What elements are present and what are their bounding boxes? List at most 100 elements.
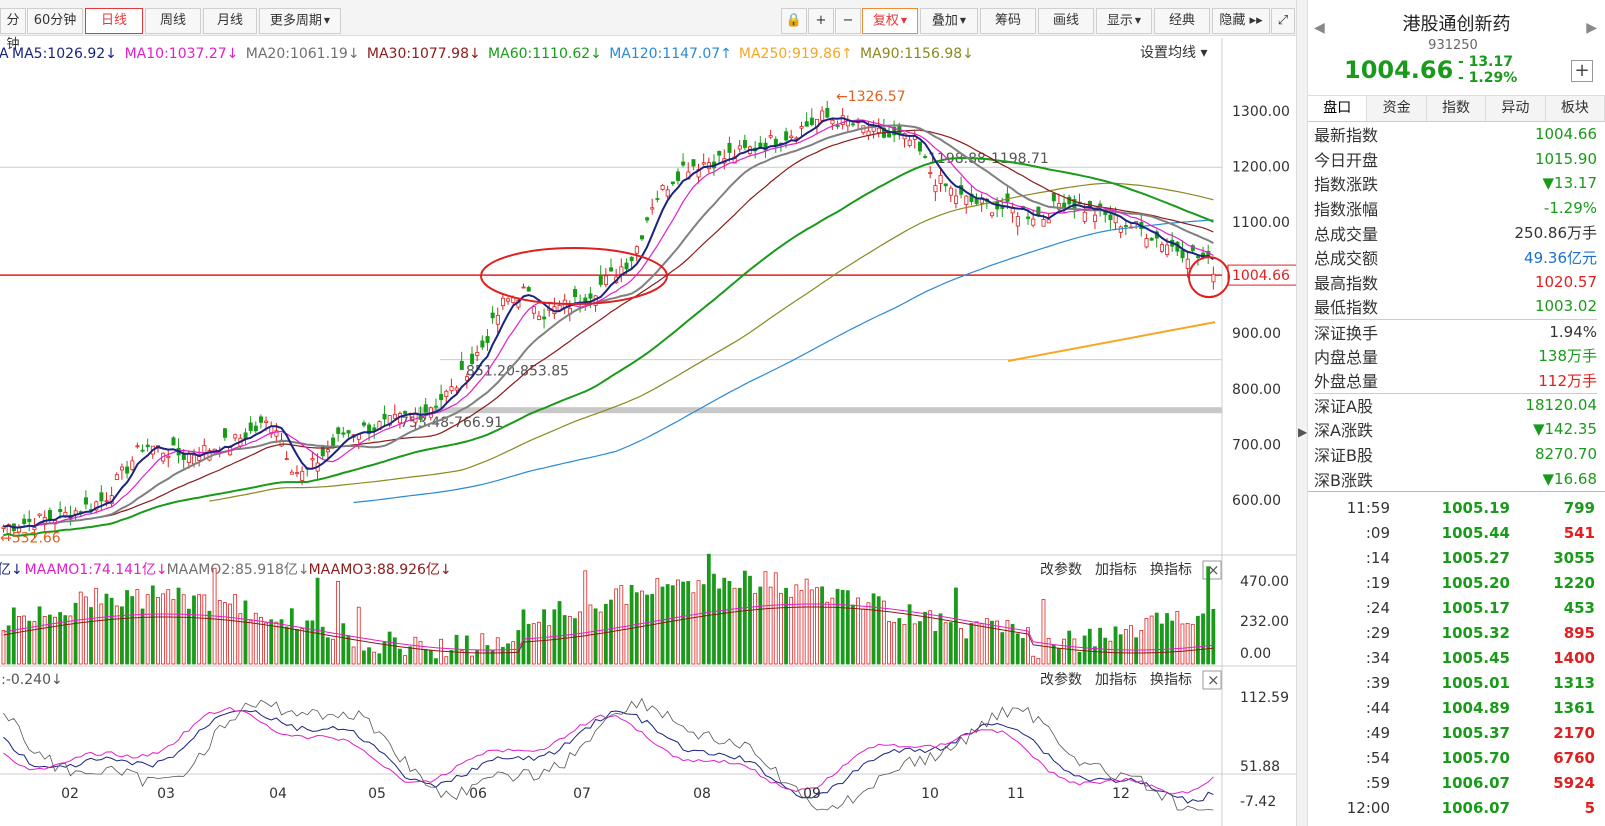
lock-icon[interactable]: 🔒	[781, 8, 807, 34]
tab-3[interactable]: 异动	[1486, 96, 1546, 121]
stat-label: 外盘总量	[1314, 372, 1379, 392]
volume-bar	[789, 596, 794, 665]
volume-bar	[289, 608, 294, 665]
indicator-action-button[interactable]: 加指标	[1095, 562, 1137, 578]
candle-body	[526, 287, 531, 292]
collapse-arrow-icon[interactable]: ▶	[1298, 425, 1308, 439]
candle-body	[325, 449, 330, 453]
candle-body	[1159, 244, 1164, 252]
volume-bar	[701, 584, 706, 665]
indicator-action-button[interactable]: 换指标	[1150, 561, 1192, 578]
candle-body	[820, 110, 825, 121]
volume-bar	[382, 641, 387, 665]
close-icon-glyph: ×	[1207, 561, 1220, 579]
toolbar-right-button-9[interactable]: 隐藏 ▸▸	[1212, 8, 1270, 34]
candle-body	[464, 376, 469, 381]
volume-bar	[310, 620, 315, 665]
zoom-in-icon[interactable]: +	[808, 8, 834, 34]
volume-bar	[1057, 648, 1061, 665]
tick-price: 1005.17	[1441, 599, 1510, 618]
month-label: 08	[693, 786, 711, 802]
zoom-out-icon[interactable]: −	[835, 8, 861, 34]
toolbar-left-button-3[interactable]: 周线	[145, 8, 201, 34]
close-icon[interactable]	[1202, 670, 1222, 690]
indicator-action-button[interactable]: 加指标	[1095, 672, 1137, 688]
volume-bar	[171, 599, 176, 665]
indicator-action-button[interactable]: 换指标	[1150, 671, 1192, 688]
volume-bar	[130, 596, 135, 665]
volume-bar	[1211, 608, 1216, 665]
volume-bar	[367, 647, 371, 665]
volume-bar	[717, 588, 722, 665]
maamo1-line	[3, 603, 1214, 651]
indicator-action-button[interactable]: 改参数	[1040, 561, 1082, 578]
volume-bar	[1129, 625, 1133, 665]
month-label: 03	[157, 786, 175, 802]
volume-bar	[485, 645, 490, 665]
toolbar-right-button-4[interactable]: 叠加 ▼	[920, 8, 978, 34]
indicator-action-button[interactable]: 改参数	[1040, 671, 1082, 688]
candle-body	[181, 454, 186, 460]
tab-2[interactable]: 指数	[1427, 96, 1487, 121]
toolbar-left-button-1[interactable]: 60分钟	[27, 8, 83, 34]
candle-body	[166, 455, 171, 459]
volume-bar	[32, 621, 37, 665]
tick-time: :44	[1365, 699, 1390, 718]
kline-chart[interactable]: A MA5:1026.92↓ MA10:1037.27↓ MA20:1061.19↓ M…	[0, 38, 1296, 826]
toolbar-left-button-4[interactable]: 月线	[203, 8, 257, 34]
tab-4[interactable]: 板块	[1546, 96, 1605, 121]
add-watchlist-button[interactable]: +	[1571, 60, 1593, 82]
volume-bar	[521, 609, 526, 665]
tick-volume: 5924	[1553, 774, 1595, 793]
candle-body	[954, 195, 959, 204]
change-percent: - 1.29%	[1458, 70, 1518, 86]
ma250-line	[1007, 321, 1216, 363]
volume-bar	[336, 580, 341, 665]
candle-body	[475, 352, 480, 356]
volume-bar	[1196, 615, 1200, 665]
tick-price: 1005.45	[1441, 649, 1510, 668]
volume-bar	[665, 584, 670, 665]
volume-bar	[475, 650, 480, 665]
toolbar-left-button-2[interactable]: 日线	[85, 8, 143, 34]
candle-body	[320, 447, 325, 457]
prev-arrow-icon[interactable]: ◀	[1314, 20, 1325, 36]
tick-time: 11:59	[1346, 499, 1390, 518]
volume-bar	[346, 635, 351, 665]
candle-body	[382, 413, 387, 420]
toolbar-right-button-7[interactable]: 显示 ▼	[1096, 8, 1152, 34]
candle-body	[1196, 256, 1201, 259]
candle-body	[114, 474, 119, 480]
toolbar-right-button-3[interactable]: 复权 ▼	[862, 8, 918, 34]
toolbar-left-button-5[interactable]: 更多周期 ▼	[259, 8, 341, 34]
volume-bar	[794, 584, 799, 665]
toolbar-left-button-0[interactable]: 分钟	[0, 8, 26, 52]
volume-bar	[871, 593, 876, 665]
toolbar-right-button-6[interactable]: 画线	[1038, 8, 1094, 34]
stat-value: 1004.66	[1534, 125, 1597, 144]
stat-row: 深证B股 8270.70	[1314, 442, 1597, 467]
band-zone	[418, 407, 1222, 414]
candle-body	[1082, 211, 1087, 222]
volume-bar	[207, 610, 212, 665]
candle-body	[1057, 203, 1062, 210]
volume-bar	[696, 580, 701, 665]
stat-row: 总成交额 49.36亿元	[1314, 245, 1597, 270]
candle-body	[500, 297, 505, 307]
ma-settings-button[interactable]: 设置均线 ▾	[1140, 45, 1207, 61]
toolbar-right-button-5[interactable]: 筹码	[980, 8, 1036, 34]
fullscreen-icon[interactable]: ⤢	[1271, 8, 1295, 34]
panel-splitter[interactable]: ▶	[1296, 0, 1308, 826]
volume-bar	[264, 622, 268, 665]
candle-body	[495, 314, 500, 325]
volume-bar	[784, 587, 788, 665]
tick-list[interactable]: 11:59 1005.19 799:09 1005.44 541:14 1005.27 30…	[1308, 490, 1605, 821]
volume-bar	[768, 586, 773, 665]
volume-bar	[634, 592, 639, 665]
volume-bar	[820, 586, 824, 665]
tab-0[interactable]: 盘口	[1308, 96, 1368, 121]
toolbar-right-button-8[interactable]: 经典	[1154, 8, 1210, 34]
next-arrow-icon[interactable]: ▶	[1586, 20, 1597, 36]
tab-1[interactable]: 资金	[1367, 96, 1427, 121]
volume-bar	[804, 578, 809, 665]
